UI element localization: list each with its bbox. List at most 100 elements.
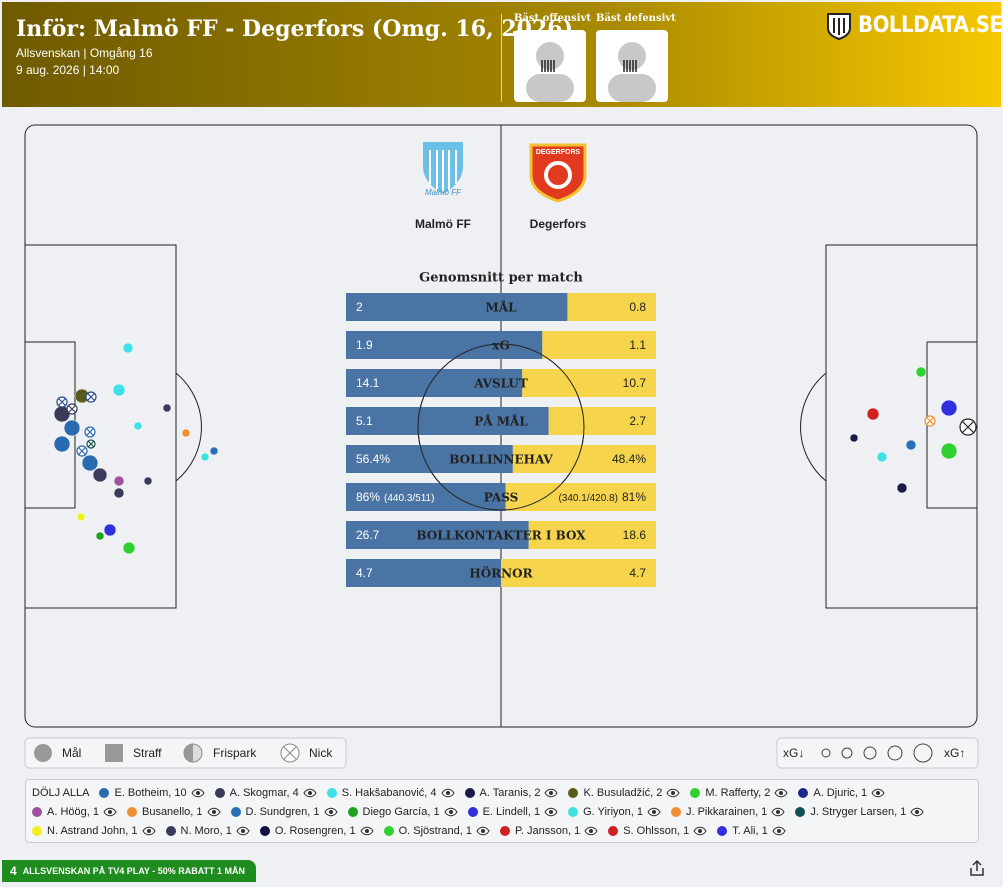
player[interactable]: N. Astrand John, 1 [32,825,156,837]
hide-all[interactable]: DÖLJ ALLA [32,787,90,799]
xg-low: xG↓ [783,746,804,760]
toggle[interactable] [544,807,558,817]
player[interactable]: T. Ali, 1 [717,825,786,837]
player-dot [165,826,176,836]
title: Inför: Malmö FF - Degerfors (Omg. 16, 20… [16,16,574,42]
away-number: 4.7 [629,566,646,580]
toggle[interactable] [666,788,680,798]
player-dot [690,788,701,798]
toggle[interactable] [440,788,455,798]
away-bar [501,559,656,587]
away-value: 4.7 [629,566,646,580]
shots [53,342,958,555]
player-dot [798,788,809,798]
toggle[interactable] [647,807,661,817]
player[interactable]: Diego García, 1 [347,806,458,818]
toggle[interactable] [871,788,885,798]
avatar[interactable] [514,30,586,102]
player[interactable]: P. Jansson, 1 [499,825,598,837]
away-value: 0.8 [629,300,646,314]
brand-logo [827,13,851,40]
home-bar [346,559,501,587]
stat-label: BOLLKONTAKTER I BOX [416,529,586,543]
player[interactable]: O. Rosengren, 1 [259,825,374,837]
home-value: 86% (440.3/511) [356,490,434,504]
toggle[interactable] [584,826,598,836]
toggle[interactable] [771,807,785,817]
stat-label: HÖRNOR [469,565,533,581]
avatar[interactable] [596,30,668,102]
away-value: 2.7 [629,414,646,428]
player[interactable]: D. Sundgren, 1 [230,806,338,818]
toggle[interactable] [206,807,221,817]
player-name: N. Moro, 1 [180,825,232,837]
away-number: 0.8 [629,300,646,314]
toggle[interactable] [103,807,117,817]
player[interactable]: S. Ohlsson, 1 [608,825,707,837]
home-value: 5.1 [356,414,373,428]
share[interactable] [968,859,986,877]
toggle[interactable] [774,788,788,798]
player-name: T. Ali, 1 [732,825,768,837]
home-bar [346,293,568,321]
toggle[interactable] [303,788,317,798]
player[interactable]: K. Busuladžić, 2 [568,787,680,799]
xg-legend: xG↓ xG↑ [776,737,979,769]
promo[interactable]: 4 ALLSVENSKAN PÅ TV4 PLAY - 50% RABATT 1 … [2,860,256,882]
player-name: E. Botheim, 10 [114,787,187,799]
player-name: P. Jansson, 1 [514,825,581,837]
player-list: DÖLJ ALLA E. Botheim, 10 A. Skogmar, 4 S. … [25,779,979,843]
player-name: O. Sjöstrand, 1 [398,825,472,837]
player-dot [230,807,241,817]
player[interactable]: J. Stryger Larsen, 1 [795,806,924,818]
player[interactable]: G. Yiriyon, 1 [568,806,661,818]
player-name: J. Stryger Larsen, 1 [810,806,907,818]
toggle[interactable] [910,807,924,817]
player[interactable]: S. Hakšabanović, 4 [326,787,455,799]
avatars[interactable] [514,30,668,102]
label: Bäst defensivt [596,13,676,24]
player[interactable]: E. Botheim, 10 [99,787,205,799]
toggle[interactable] [476,826,490,836]
toggle[interactable] [772,826,786,836]
player[interactable]: Busanello, 1 [126,806,221,818]
home-value: 1.9 [356,338,373,352]
player-name: Busanello, 1 [141,806,203,818]
player[interactable]: O. Sjöstrand, 1 [383,825,490,837]
home-logo: Malmö FF [423,142,463,197]
player-name: J. Pikkarainen, 1 [685,806,768,818]
player-dot [499,826,510,836]
subtitle: Allsvenskan | Omgång 16 [16,46,153,60]
stat-label: MÅL [485,300,517,315]
player[interactable]: N. Moro, 1 [165,825,250,837]
away-bar [512,445,656,473]
away-bar [542,331,656,359]
player-name: A. Skogmar, 4 [229,787,299,799]
toggle[interactable] [141,826,156,836]
player[interactable]: A. Höög, 1 [32,806,117,818]
away-bar [505,483,656,511]
player[interactable]: A. Taranis, 2 [464,787,559,799]
legend-label: Frispark [213,746,257,760]
stat-label: PASS [484,491,519,505]
stat-label: AVSLUT [473,377,528,391]
toggle[interactable] [359,826,374,836]
toggle[interactable] [323,807,338,817]
legend-label: Nick [309,746,333,760]
stat-label: xG [492,339,509,353]
player[interactable]: A. Skogmar, 4 [214,787,317,799]
player[interactable]: J. Pikkarainen, 1 [670,806,785,818]
away-bar [522,369,656,397]
away-value: 48.4% [612,452,646,466]
stat-label: BOLLINNEHAV [449,453,553,467]
toggle[interactable] [236,826,250,836]
toggle[interactable] [191,788,205,798]
toggle[interactable] [544,788,559,798]
toggle[interactable] [693,826,707,836]
player-dot [99,788,110,798]
toggle[interactable] [443,807,458,817]
player[interactable]: E. Lindell, 1 [467,806,558,818]
player[interactable]: A. Djuric, 1 [798,787,885,799]
player[interactable]: M. Rafferty, 2 [690,787,788,799]
player-name: E. Lindell, 1 [482,806,541,818]
